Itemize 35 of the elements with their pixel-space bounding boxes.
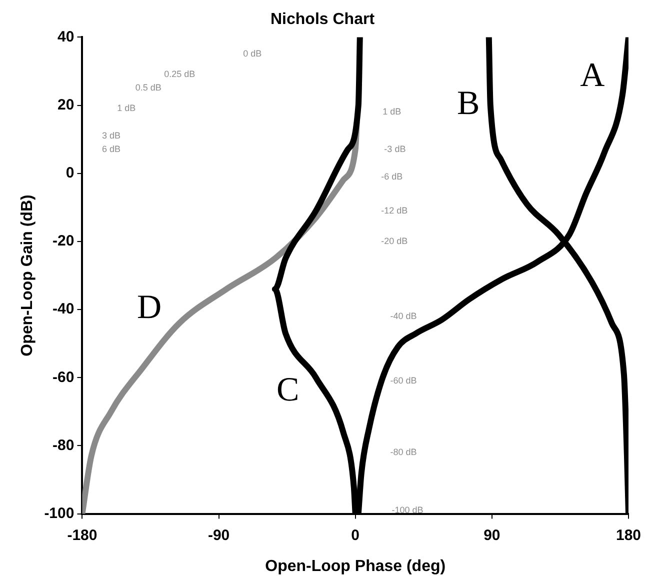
x-axis-title: Open-Loop Phase (deg): [265, 558, 446, 575]
annotation: -60 dB: [390, 376, 417, 386]
y-tick-label: 40: [58, 28, 74, 46]
y-tick-label: -100: [44, 504, 74, 522]
y-axis-title: Open-Loop Gain (dB): [19, 194, 36, 356]
x-tick-label: -180: [67, 526, 98, 544]
annotation: -40 dB: [390, 310, 417, 321]
annotation: -80 dB: [390, 447, 417, 458]
annotation: 0.5 dB: [135, 82, 162, 93]
annotation: -12 dB: [381, 205, 408, 216]
x-tick-label: 180: [616, 526, 641, 544]
y-tick-label: -80: [52, 436, 74, 454]
x-tick-label: 0: [351, 526, 360, 544]
y-tick-label: 20: [58, 96, 74, 114]
annotation: 0 dB: [243, 48, 262, 59]
annotation: 0.25 dB: [164, 69, 196, 80]
series-label: B: [457, 85, 480, 122]
x-tick-label: 90: [484, 526, 500, 544]
annotation: -100 dB: [392, 504, 424, 515]
annotation: 1 dB: [382, 106, 402, 117]
y-tick-label: -40: [52, 300, 74, 318]
annotation: 3 dB: [102, 130, 120, 140]
chart-title: Nichols Chart: [270, 11, 376, 28]
y-tick-label: -60: [52, 368, 74, 386]
series-label: C: [276, 372, 300, 409]
annotation: 1 dB: [117, 103, 136, 114]
annotation: -3 dB: [384, 144, 406, 154]
series-label: A: [580, 56, 606, 94]
x-tick-label: -90: [208, 526, 230, 544]
series-label: D: [137, 289, 162, 326]
annotation: -6 dB: [381, 171, 403, 182]
annotation: 6 dB: [102, 144, 120, 154]
annotation: -20 dB: [381, 236, 408, 246]
y-tick-label: 0: [66, 164, 74, 182]
y-tick-label: -20: [52, 232, 74, 250]
